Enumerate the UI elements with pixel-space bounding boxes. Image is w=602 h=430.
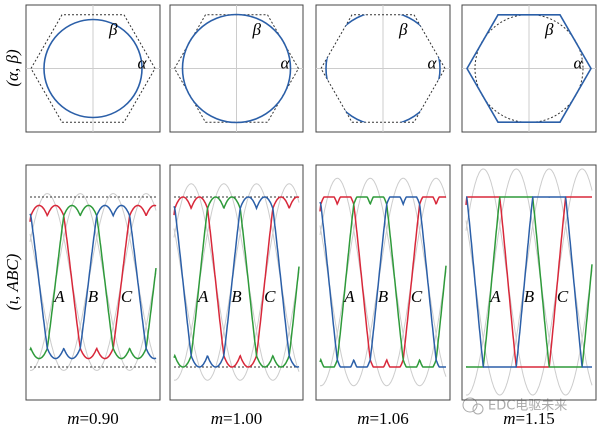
caption-value: =1.06: [369, 409, 408, 428]
phase-voltage: [466, 196, 593, 368]
waveforms: [29, 193, 157, 371]
phase-voltage: [29, 204, 157, 360]
caption: m=1.00: [211, 409, 263, 428]
phase-voltage: [173, 196, 300, 368]
phase-voltage: [173, 196, 300, 368]
caption-value: =1.15: [515, 409, 554, 428]
phase-voltage: [319, 196, 446, 368]
voltage-circle: [325, 14, 441, 123]
phase-label: A: [343, 287, 355, 306]
phase-label: C: [411, 287, 423, 306]
caption-value: =0.90: [79, 409, 118, 428]
alpha-label: α: [574, 53, 584, 72]
phase-label: A: [489, 287, 501, 306]
reference-sine: [29, 193, 157, 371]
row-label: (ι, ABC): [3, 253, 22, 310]
phase-label: A: [53, 287, 65, 306]
caption-value: =1.00: [223, 409, 262, 428]
reference-sine: [319, 177, 447, 387]
panel: β α A B Cm=0.90: [25, 4, 161, 428]
phase-label: B: [524, 287, 535, 306]
caption-symbol: m: [67, 409, 79, 428]
hexagon: [466, 14, 592, 123]
phase-label: C: [264, 287, 276, 306]
caption: m=1.15: [503, 409, 555, 428]
waveforms: [319, 177, 447, 387]
waveform-box: [25, 164, 161, 401]
reference-sine: [29, 193, 157, 371]
caption-symbol: m: [357, 409, 369, 428]
beta-label: β: [544, 20, 554, 39]
alpha-label: α: [138, 53, 148, 72]
reference-sine: [29, 193, 157, 371]
phase-label: C: [121, 287, 133, 306]
phase-voltage: [173, 196, 300, 368]
voltage-circle: [181, 13, 292, 124]
watermark: EDC电驱未来: [462, 397, 567, 415]
caption-symbol: m: [503, 409, 515, 428]
phase-label: A: [197, 287, 209, 306]
panel: βα A B Cm=1.00: [169, 4, 304, 428]
beta-label: β: [108, 20, 118, 39]
panel: β α A B Cm=1.06: [315, 4, 451, 428]
reference-sine: [465, 168, 593, 396]
waveform-box: [461, 164, 597, 401]
reference-sine: [173, 183, 300, 381]
watermark-icon: [462, 397, 478, 413]
beta-label: β: [252, 20, 262, 39]
waveforms: [465, 168, 593, 396]
phase-label: B: [378, 287, 389, 306]
phase-voltage: [465, 196, 592, 368]
phase-label: C: [557, 287, 569, 306]
reference-sine: [465, 168, 593, 396]
phase-voltage: [29, 204, 157, 360]
watermark-icon: [472, 403, 484, 415]
caption: m=1.06: [357, 409, 409, 428]
reference-sine: [465, 168, 593, 396]
reference-sine: [319, 177, 447, 387]
phase-voltage: [319, 196, 446, 368]
phase-label: B: [88, 287, 99, 306]
reference-sine: [173, 183, 300, 381]
phase-voltage: [465, 196, 592, 368]
phase-label: B: [231, 287, 242, 306]
waveform-box: [169, 164, 304, 401]
caption-symbol: m: [211, 409, 223, 428]
waveform-box: [315, 164, 451, 401]
reference-sine: [319, 177, 447, 387]
voltage-circle: [43, 18, 143, 119]
alpha-label: α: [428, 53, 438, 72]
phase-voltage: [29, 204, 157, 360]
row-label: (α, β): [3, 49, 22, 87]
alpha-label: α: [281, 53, 291, 72]
caption: m=0.90: [67, 409, 119, 428]
beta-label: β: [398, 20, 408, 39]
phase-voltage: [319, 196, 447, 368]
panel: β α A B Cm=1.15: [461, 4, 597, 428]
reference-sine: [173, 183, 300, 381]
watermark-text: EDC电驱未来: [488, 399, 567, 414]
waveforms: [173, 183, 300, 381]
